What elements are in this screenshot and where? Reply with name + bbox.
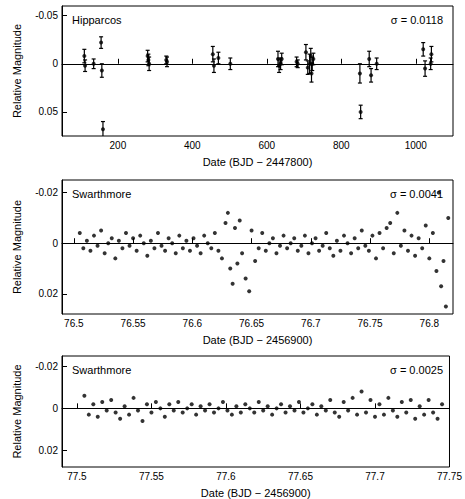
svg-text:77.5: 77.5 xyxy=(67,471,87,482)
svg-text:77.55: 77.55 xyxy=(139,471,164,482)
svg-text:σ = 0.0041: σ = 0.0041 xyxy=(390,188,443,200)
svg-text:Relative Magnitude: Relative Magnitude xyxy=(11,364,23,458)
svg-text:Date (BJD − 2456900): Date (BJD − 2456900) xyxy=(201,487,311,499)
svg-text:1000: 1000 xyxy=(405,140,428,151)
svg-text:-0.02: -0.02 xyxy=(35,187,58,198)
svg-text:800: 800 xyxy=(333,140,350,151)
svg-text:Date (BJD − 2447800): Date (BJD − 2447800) xyxy=(203,156,313,168)
svg-text:0.02: 0.02 xyxy=(39,445,59,456)
svg-text:0: 0 xyxy=(52,238,58,249)
svg-text:-0.02: -0.02 xyxy=(35,361,58,372)
svg-text:400: 400 xyxy=(184,140,201,151)
svg-text:77.65: 77.65 xyxy=(288,471,313,482)
svg-text:Date (BJD − 2456900): Date (BJD − 2456900) xyxy=(203,334,313,346)
svg-text:76.75: 76.75 xyxy=(358,318,383,329)
svg-text:-0.05: -0.05 xyxy=(35,10,58,21)
svg-text:Relative Magnitude: Relative Magnitude xyxy=(11,24,23,118)
svg-text:σ = 0.0025: σ = 0.0025 xyxy=(390,364,443,376)
svg-text:77.6: 77.6 xyxy=(216,471,236,482)
svg-text:77.7: 77.7 xyxy=(365,471,385,482)
svg-text:76.8: 76.8 xyxy=(420,318,440,329)
svg-text:Hipparcos: Hipparcos xyxy=(72,14,122,26)
svg-text:200: 200 xyxy=(110,140,127,151)
svg-text:Swarthmore: Swarthmore xyxy=(72,364,131,376)
svg-text:0: 0 xyxy=(52,58,58,69)
svg-text:σ = 0.0118: σ = 0.0118 xyxy=(391,14,443,26)
svg-text:0: 0 xyxy=(52,403,58,414)
svg-text:0.05: 0.05 xyxy=(39,106,59,117)
svg-text:77.75: 77.75 xyxy=(437,471,462,482)
svg-text:76.5: 76.5 xyxy=(64,318,84,329)
svg-text:76.6: 76.6 xyxy=(183,318,203,329)
svg-text:0.02: 0.02 xyxy=(39,288,59,299)
svg-text:76.55: 76.55 xyxy=(121,318,146,329)
svg-text:Relative Magnitude: Relative Magnitude xyxy=(11,200,23,294)
svg-text:76.65: 76.65 xyxy=(239,318,264,329)
svg-text:600: 600 xyxy=(258,140,275,151)
svg-text:76.7: 76.7 xyxy=(301,318,321,329)
svg-text:Swarthmore: Swarthmore xyxy=(72,188,131,200)
